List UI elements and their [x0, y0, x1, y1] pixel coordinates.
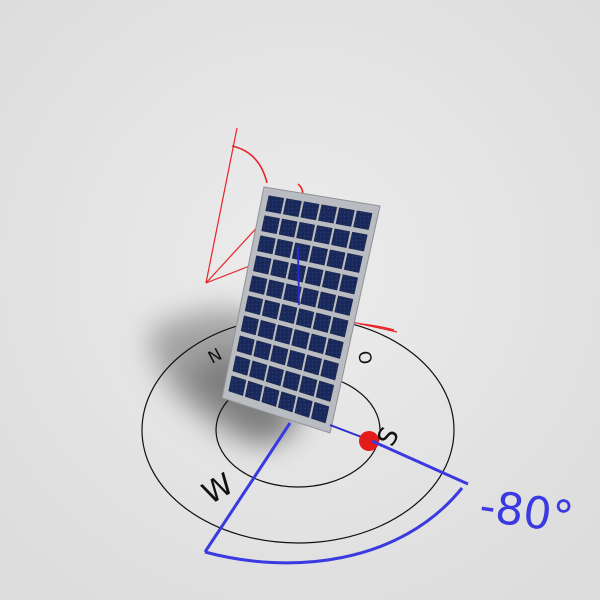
solar-cell: [353, 210, 373, 230]
compass-east-label: O: [353, 349, 375, 366]
solar-cell: [312, 312, 332, 333]
solar-cell: [244, 380, 263, 402]
solar-cell: [265, 365, 284, 387]
solar-cell: [283, 283, 302, 304]
solar-cell: [329, 316, 349, 338]
solar-cell: [274, 324, 293, 345]
solar-cell: [320, 359, 339, 381]
solar-cell: [308, 333, 327, 355]
solar-cell: [348, 231, 368, 252]
solar-cell: [274, 238, 294, 259]
solar-cell: [291, 242, 311, 262]
solar-cell: [339, 274, 359, 295]
solar-cell: [261, 299, 281, 320]
solar-cell: [278, 304, 298, 324]
solar-cell: [278, 218, 298, 238]
solar-cell: [303, 354, 323, 376]
solar-cell: [232, 355, 251, 376]
solar-cell: [300, 201, 320, 221]
solar-cell: [266, 279, 285, 299]
solar-cell: [228, 375, 247, 396]
solar-cell: [296, 221, 315, 241]
solar-panel: [221, 186, 381, 434]
solar-cell: [304, 266, 324, 287]
solar-cell: [334, 295, 354, 316]
solar-cell: [257, 320, 276, 340]
solar-cell: [236, 335, 255, 356]
solar-cell: [287, 262, 307, 283]
solar-cell: [249, 360, 268, 381]
tilt-angle-arc: [231, 145, 268, 184]
solar-cell: [248, 275, 268, 295]
panel-mast-line: [297, 245, 300, 306]
solar-cell: [335, 207, 355, 227]
azimuth-north-line: [203, 422, 292, 553]
solar-cell: [326, 249, 346, 270]
solar-cell: [315, 380, 335, 402]
tilt-horizontal-line: [351, 321, 398, 333]
solar-cell: [253, 255, 272, 275]
solar-cell: [318, 204, 338, 224]
solar-cell: [294, 396, 313, 418]
solar-panel-cell-grid: [228, 195, 373, 424]
solar-cell: [331, 228, 351, 248]
solar-cell: [244, 295, 264, 315]
solar-cell: [343, 253, 363, 273]
azimuth-indicator: [203, 422, 469, 565]
solar-cell: [261, 386, 280, 407]
azimuth-panel-line: [371, 439, 469, 486]
solar-cell: [253, 340, 272, 361]
solar-cell: [282, 370, 301, 392]
solar-cell: [295, 308, 315, 329]
solar-cell: [313, 225, 333, 245]
solar-cell: [265, 195, 285, 214]
solar-cell: [321, 270, 341, 291]
solar-cell: [299, 375, 318, 397]
solar-cell: [270, 259, 289, 279]
sun-marker: [359, 431, 379, 451]
solar-cell: [317, 291, 337, 312]
solar-cell: [309, 246, 328, 266]
solar-cell: [291, 329, 310, 350]
solar-cell: [261, 215, 280, 235]
solar-cell: [282, 198, 302, 218]
solar-cell: [257, 235, 276, 255]
azimuth-angle-arc: [204, 487, 464, 565]
solar-cell: [286, 349, 306, 371]
solar-cell: [311, 401, 330, 424]
solar-cell: [277, 391, 297, 413]
solar-cell: [300, 287, 319, 308]
tilt-horizontal-arc: [359, 323, 395, 331]
tilt-panel-normal-line: [205, 221, 263, 284]
solar-cell: [325, 338, 344, 359]
solar-cell: [240, 315, 259, 336]
tilt-vertical-reference-line: [205, 127, 238, 284]
solar-cell: [270, 345, 289, 366]
